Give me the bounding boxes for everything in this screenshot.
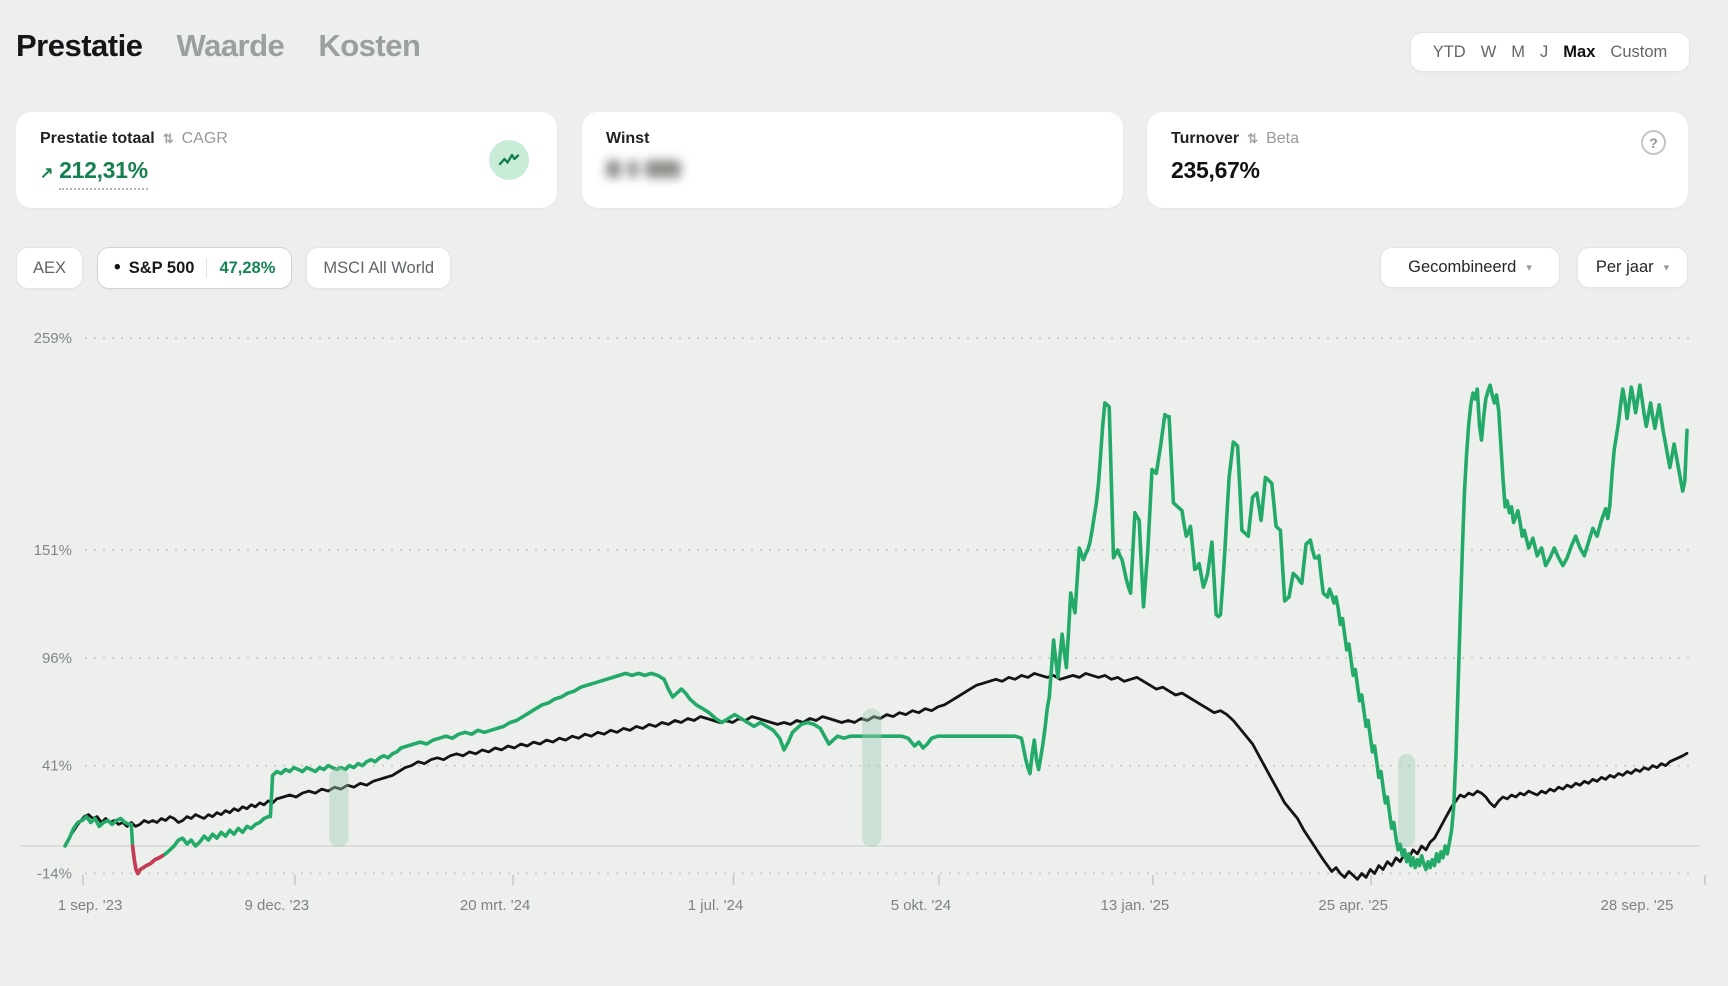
swap-metric-icon[interactable]: ⇅ xyxy=(1247,131,1259,146)
deposit-marker[interactable] xyxy=(1398,753,1416,847)
chip-msci-all-world[interactable]: MSCI All World xyxy=(306,247,452,289)
tab-waarde[interactable]: Waarde xyxy=(176,28,285,63)
view-tabs: Prestatie Waarde Kosten xyxy=(16,28,421,64)
portfolio-loss-segment xyxy=(130,844,165,876)
performance-chart[interactable]: 259% 151% 96% 41% -14% 1 sep. '23 9 dec. '23 20… xyxy=(0,296,1728,986)
x-axis-label: 28 sep. '25 xyxy=(1601,897,1674,914)
y-axis-label: 259% xyxy=(34,330,72,347)
chip-aex[interactable]: AEX xyxy=(16,247,84,289)
x-axis-label: 13 jan. '25 xyxy=(1101,897,1170,914)
sp500-performance-value: 47,28% xyxy=(219,258,276,277)
chip-sp500[interactable]: • S&P 500 47,28% xyxy=(97,247,293,289)
combine-mode-dropdown[interactable]: Gecombineerd ▾ xyxy=(1380,247,1560,288)
obscured-profit-value xyxy=(606,160,1099,178)
x-axis-label: 1 sep. '23 xyxy=(58,897,123,914)
y-axis-label: 151% xyxy=(34,542,72,559)
x-axis-label: 25 apr. '25 xyxy=(1318,897,1388,914)
swap-metric-icon[interactable]: ⇅ xyxy=(162,131,174,146)
range-custom[interactable]: Custom xyxy=(1610,42,1668,61)
series-dot-icon: • xyxy=(114,257,121,278)
tab-kosten[interactable]: Kosten xyxy=(318,28,421,63)
x-axis-label: 5 okt. '24 xyxy=(891,897,951,914)
card-title: Prestatie totaal xyxy=(40,130,155,147)
metric-alt-beta[interactable]: Beta xyxy=(1266,130,1299,147)
range-ytd[interactable]: YTD xyxy=(1432,42,1466,61)
x-axis-label: 1 jul. '24 xyxy=(688,897,743,914)
tab-prestatie[interactable]: Prestatie xyxy=(16,28,143,63)
x-axis-label: 9 dec. '23 xyxy=(245,897,310,914)
y-axis-label: 41% xyxy=(42,758,72,775)
deposit-marker[interactable] xyxy=(329,767,349,847)
card-title: Turnover xyxy=(1171,130,1240,147)
chevron-down-icon: ▾ xyxy=(1526,262,1532,274)
metric-alt-cagr[interactable]: CAGR xyxy=(181,130,228,147)
card-total-performance: Prestatie totaal ⇅ CAGR ↗ 212,31% xyxy=(16,112,557,208)
range-month[interactable]: M xyxy=(1511,42,1526,61)
turnover-value: 235,67% xyxy=(1171,157,1260,183)
range-week[interactable]: W xyxy=(1480,42,1497,61)
time-range-selector: YTD W M J Max Custom xyxy=(1410,32,1690,72)
deposit-marker[interactable] xyxy=(862,708,882,847)
sp500-line xyxy=(63,672,1689,881)
range-max[interactable]: Max xyxy=(1563,42,1596,61)
x-axis-label: 20 mrt. '24 xyxy=(460,897,530,914)
chip-divider xyxy=(206,258,208,278)
card-profit: Winst xyxy=(582,112,1123,208)
portfolio-line xyxy=(63,383,1689,876)
y-axis-label: -14% xyxy=(37,865,72,882)
help-icon[interactable]: ? xyxy=(1641,130,1666,155)
y-axis-label: 96% xyxy=(42,650,72,667)
card-title: Winst xyxy=(606,130,650,147)
chevron-down-icon: ▾ xyxy=(1663,262,1670,274)
trend-up-icon: ↗ xyxy=(40,165,54,182)
benchmark-chips: AEX • S&P 500 47,28% MSCI All World xyxy=(16,247,452,289)
sparkline-icon xyxy=(489,140,529,180)
card-turnover: Turnover ⇅ Beta 235,67% ? xyxy=(1147,112,1688,208)
period-dropdown[interactable]: Per jaar ▾ xyxy=(1577,247,1688,288)
range-year[interactable]: J xyxy=(1540,42,1549,61)
total-performance-value[interactable]: 212,31% xyxy=(59,157,148,190)
